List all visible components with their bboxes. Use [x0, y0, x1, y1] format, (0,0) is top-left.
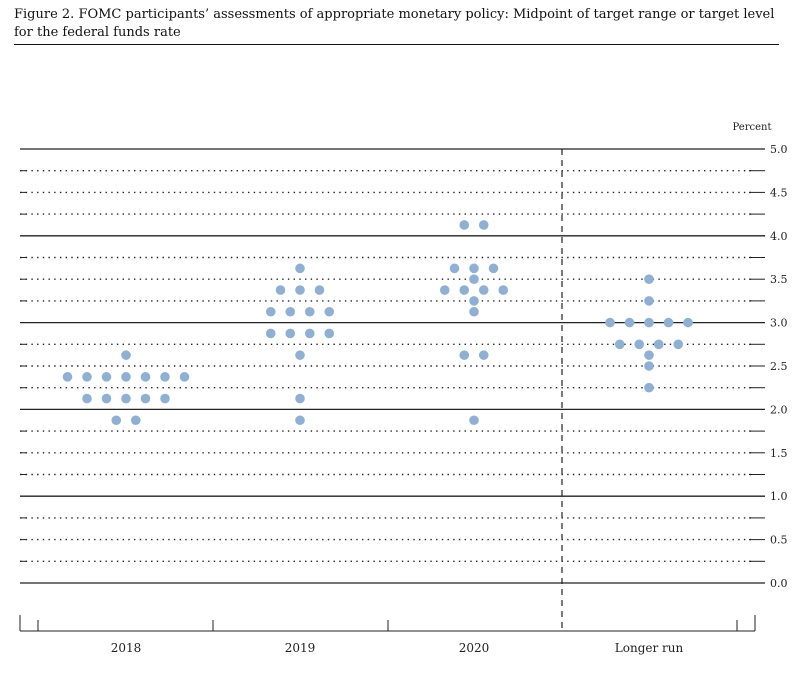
dot-2019 [324, 328, 335, 339]
dot-longer-run [644, 382, 654, 393]
dot-2020 [478, 220, 489, 230]
dot-longer-run [624, 317, 635, 328]
dot-2018 [179, 372, 190, 382]
dot-2020 [449, 263, 460, 274]
dot-2019 [295, 393, 305, 404]
dot-2019 [285, 328, 296, 339]
dot-longer-run [605, 317, 615, 328]
x-tick-label: Longer run [615, 641, 684, 655]
dot-2020 [469, 306, 479, 317]
dot-2018 [140, 372, 151, 382]
y-tick-label: 0.5 [770, 534, 788, 547]
dot-2020 [498, 285, 509, 295]
dot-2019 [304, 306, 315, 317]
dot-2018 [82, 372, 92, 382]
y-tick-label: 1.5 [770, 447, 788, 460]
dot-2019 [285, 306, 296, 317]
dot-2018 [101, 372, 112, 382]
dot-2018 [140, 393, 151, 404]
dot-2018 [130, 415, 141, 426]
y-tick-label: 4.5 [770, 186, 788, 199]
dot-2018 [62, 372, 73, 382]
dot-2018 [160, 372, 170, 382]
dot-longer-run [673, 339, 684, 350]
dot-2019 [295, 263, 305, 274]
dot-2019 [304, 328, 315, 339]
dot-2020 [478, 285, 489, 295]
y-tick-label: 2.5 [770, 360, 788, 373]
dot-2018 [101, 393, 112, 404]
dot-longer-run [644, 296, 654, 306]
dot-2019 [295, 285, 305, 295]
dot-2018 [121, 393, 131, 404]
dot-2020 [459, 285, 470, 295]
dot-2020 [469, 263, 479, 274]
dot-longer-run [644, 361, 654, 371]
x-tick-label: 2018 [111, 641, 142, 655]
y-tick-label: 5.0 [770, 143, 788, 156]
y-tick-label: 2.0 [770, 403, 788, 416]
dot-2018 [111, 415, 122, 426]
dot-2018 [121, 350, 131, 360]
x-tick-label: 2019 [285, 641, 316, 655]
dot-longer-run [644, 274, 654, 285]
dot-2019 [324, 306, 335, 317]
dot-longer-run [634, 339, 645, 350]
y-tick-label: 0.0 [770, 577, 788, 590]
dot-2018 [160, 393, 170, 404]
dot-longer-run [653, 339, 664, 350]
y-tick-label: 3.5 [770, 273, 788, 286]
dot-longer-run [644, 317, 654, 328]
dot-2020 [478, 350, 489, 360]
dot-2020 [469, 296, 479, 306]
dot-2019 [314, 285, 325, 295]
dot-2019 [265, 328, 276, 339]
dot-2020 [469, 274, 479, 285]
dot-2020 [459, 220, 470, 230]
dot-longer-run [614, 339, 625, 350]
y-axis-label: Percent [733, 122, 772, 133]
dot-2019 [265, 306, 276, 317]
y-tick-label: 3.0 [770, 317, 788, 330]
chart-title: Figure 2. FOMC participants’ assessments… [14, 6, 779, 45]
y-tick-label: 1.0 [770, 490, 788, 503]
dot-2020 [439, 285, 450, 295]
dot-2020 [488, 263, 499, 274]
x-tick-label: 2020 [459, 641, 490, 655]
dot-2019 [295, 415, 305, 426]
dot-2020 [469, 415, 479, 426]
dot-2018 [82, 393, 92, 404]
dot-longer-run [663, 317, 674, 328]
dot-longer-run [683, 317, 693, 328]
dot-2018 [121, 372, 131, 382]
dot-longer-run [644, 350, 654, 360]
dot-2019 [295, 350, 305, 360]
dot-2020 [459, 350, 470, 360]
dot-2019 [275, 285, 286, 295]
y-tick-label: 4.0 [770, 230, 788, 243]
